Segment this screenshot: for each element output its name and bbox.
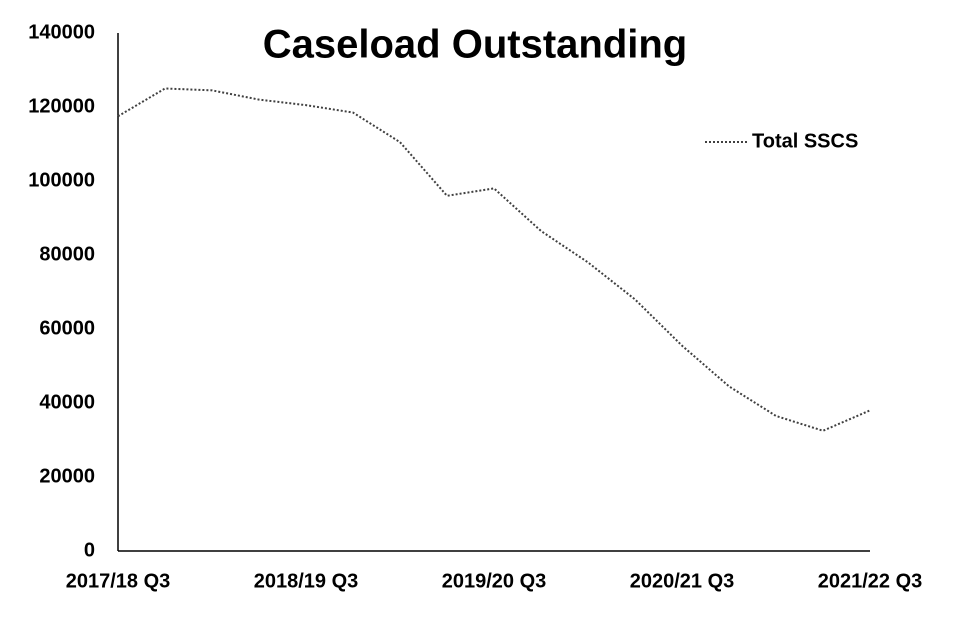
chart-title: Caseload Outstanding [263,23,688,67]
y-tick-label: 80000 [39,243,95,265]
y-tick-label: 20000 [39,465,95,487]
line-series [117,87,871,432]
x-tick-label: 2019/20 Q3 [442,570,547,592]
x-tick-label: 2017/18 Q3 [66,570,171,592]
y-tick-label: 120000 [28,95,95,117]
y-tick-label: 140000 [28,21,95,43]
y-tick-label: 100000 [28,169,95,191]
legend-label: Total SSCS [752,130,858,152]
y-tick-label: 40000 [39,391,95,413]
x-tick-label: 2021/22 Q3 [818,570,923,592]
y-tick-label: 0 [84,539,95,561]
x-tick-label: 2020/21 Q3 [630,570,735,592]
y-tick-label: 60000 [39,317,95,339]
x-tick-label: 2018/19 Q3 [254,570,359,592]
